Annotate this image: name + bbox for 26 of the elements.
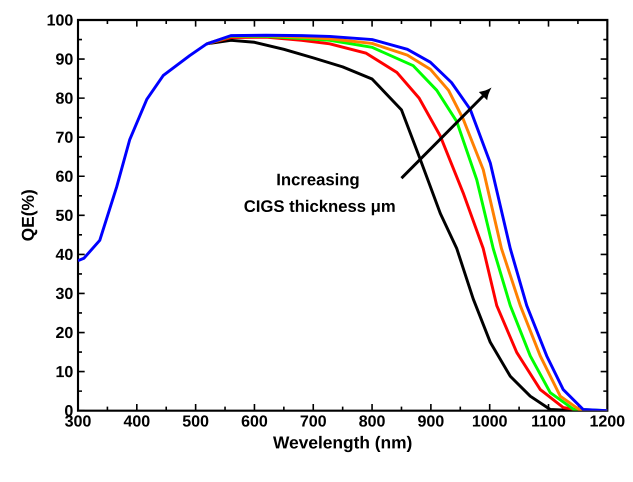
x-tick-label: 300 (65, 415, 91, 427)
y-tick-label: 20 (56, 326, 73, 338)
y-tick-label: 0 (65, 404, 73, 416)
x-tick-label: 900 (418, 415, 444, 427)
x-tick-label: 600 (242, 415, 268, 427)
x-tick-label: 1100 (532, 415, 566, 427)
x-tick-label: 1000 (472, 415, 507, 427)
y-tick-label: 40 (56, 248, 73, 260)
line-series (78, 34, 608, 411)
annotation: CIGS thickness μm (244, 200, 395, 216)
y-axis-title: QE(%) (21, 190, 38, 241)
y-tick-label: 30 (56, 288, 73, 300)
x-tick-label: 800 (359, 415, 385, 427)
y-tick-label: 100 (48, 14, 73, 26)
x-tick-label: 1200 (590, 415, 624, 427)
x-tick-label: 700 (300, 415, 326, 427)
x-axis-title: Wevelength (nm) (273, 436, 412, 452)
x-tick-label: 500 (182, 415, 208, 427)
y-tick-label: 90 (56, 53, 73, 65)
x-tick-label: 400 (124, 415, 150, 427)
y-tick-label: 70 (56, 132, 73, 143)
y-tick-label: 60 (56, 170, 73, 182)
y-tick-label: 80 (56, 92, 73, 104)
annotation: Increasing (277, 173, 359, 189)
y-tick-label: 10 (56, 366, 73, 378)
y-tick-label: 50 (56, 210, 73, 221)
